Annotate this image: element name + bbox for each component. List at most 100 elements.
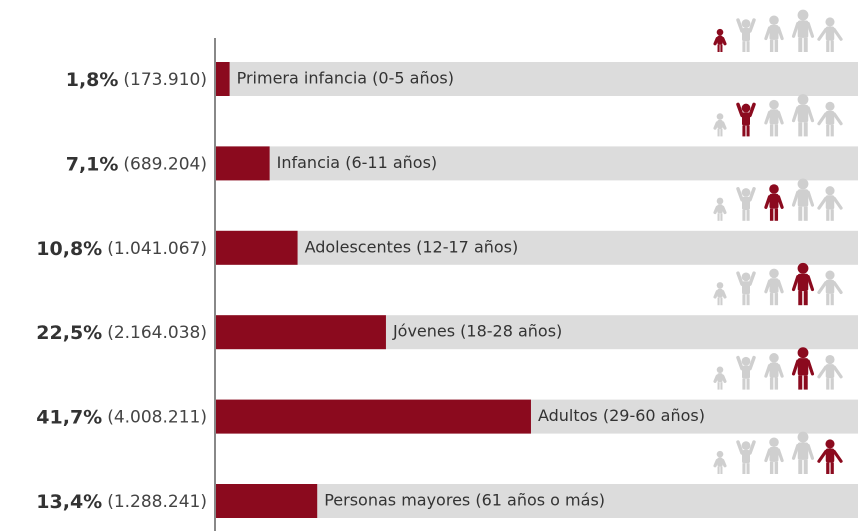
value-label: 10,8% (1.041.067)	[36, 237, 207, 259]
icon-arm	[721, 290, 727, 299]
icon-arm	[832, 449, 843, 463]
icon-body	[769, 25, 779, 40]
icon-arm	[776, 110, 784, 125]
icon-arm	[776, 279, 784, 294]
category-label: Adolescentes (12-17 años)	[305, 237, 519, 256]
icon-leg	[720, 128, 723, 137]
icon-leg	[769, 293, 774, 306]
icon-body	[825, 110, 835, 125]
icon-arm	[806, 443, 815, 460]
icon-body	[769, 109, 779, 125]
icon-body	[769, 362, 779, 378]
icon-arm	[713, 205, 719, 215]
icon-arm	[806, 21, 815, 38]
icon-arm	[736, 440, 744, 455]
icon-leg	[742, 294, 746, 306]
icon-arm	[791, 106, 800, 123]
icon-arm	[764, 195, 772, 209]
icon-arm	[764, 364, 772, 378]
icon-leg	[717, 44, 720, 52]
icon-leg	[803, 459, 808, 474]
population-label: (1.288.241)	[107, 492, 207, 512]
percent-label: 1,8%	[66, 69, 119, 91]
population-label: (1.041.067)	[107, 239, 207, 259]
icon-arm	[713, 374, 719, 383]
icon-leg	[798, 459, 803, 474]
icon-leg	[826, 293, 830, 306]
icon-leg	[746, 294, 750, 306]
age-icons	[713, 262, 843, 306]
icon-leg	[798, 122, 803, 137]
category-label: Jóvenes (18-28 años)	[392, 322, 562, 341]
icon-leg	[769, 208, 774, 221]
icon-body	[797, 104, 809, 123]
icon-leg	[769, 124, 774, 137]
population-label: (2.164.038)	[107, 323, 207, 343]
icon-arm	[817, 196, 828, 210]
icon-leg	[830, 378, 834, 390]
icon-leg	[746, 210, 750, 221]
icon-arm	[748, 18, 756, 33]
icon-head	[716, 282, 724, 289]
icon-leg	[774, 208, 779, 221]
icon-leg	[774, 124, 779, 137]
icon-arm	[791, 275, 800, 292]
icon-head	[741, 19, 751, 28]
icon-leg	[717, 128, 720, 137]
icon-body	[769, 193, 779, 209]
icon-head	[825, 101, 835, 111]
icon-head	[769, 353, 779, 363]
icon-body	[825, 26, 835, 41]
icon-arm	[776, 448, 784, 463]
icon-arm	[713, 290, 719, 299]
icon-leg	[742, 378, 746, 390]
icon-arm	[764, 26, 772, 41]
icon-leg	[774, 293, 779, 306]
icon-body	[797, 189, 809, 207]
value-label: 41,7% (4.008.211)	[36, 406, 207, 428]
icon-arm	[832, 196, 843, 210]
bar	[216, 146, 270, 181]
icon-head	[741, 188, 751, 197]
icon-arm	[748, 187, 756, 202]
icon-body	[769, 447, 779, 462]
icon-head	[769, 268, 779, 279]
icon-leg	[803, 37, 808, 52]
icon-arm	[721, 205, 727, 215]
icon-leg	[826, 378, 830, 390]
icon-head	[825, 186, 835, 196]
icon-leg	[803, 291, 808, 306]
icon-body	[825, 364, 835, 379]
age-icons	[713, 94, 843, 137]
icon-arm	[748, 355, 756, 371]
icon-leg	[720, 297, 723, 306]
icon-leg	[830, 209, 834, 221]
age-icons	[713, 347, 843, 390]
bar-track	[216, 484, 858, 518]
value-label: 22,5% (2.164.038)	[36, 322, 207, 344]
value-label: 1,8% (173.910)	[66, 69, 207, 91]
value-label: 7,1% (689.204)	[66, 153, 207, 175]
icon-arm	[748, 271, 756, 286]
icon-arm	[817, 449, 828, 463]
icon-head	[769, 437, 779, 447]
value-label: 13,4% (1.288.241)	[36, 491, 207, 513]
category-label: Personas mayores (61 años o más)	[324, 491, 605, 510]
icon-arm	[791, 443, 800, 460]
icon-leg	[720, 466, 723, 474]
icon-body	[797, 20, 809, 38]
bar-track	[216, 230, 858, 265]
icon-body	[797, 442, 809, 460]
icon-body	[769, 278, 779, 294]
icon-head	[716, 113, 724, 120]
icon-head	[716, 366, 724, 374]
icon-body	[742, 365, 750, 379]
icon-arm	[736, 18, 744, 33]
icon-leg	[746, 41, 750, 52]
icon-arm	[806, 275, 815, 292]
icon-leg	[826, 124, 830, 137]
icon-head	[825, 439, 835, 449]
icon-leg	[769, 39, 774, 52]
icon-arm	[721, 374, 727, 383]
icon-leg	[717, 466, 720, 474]
